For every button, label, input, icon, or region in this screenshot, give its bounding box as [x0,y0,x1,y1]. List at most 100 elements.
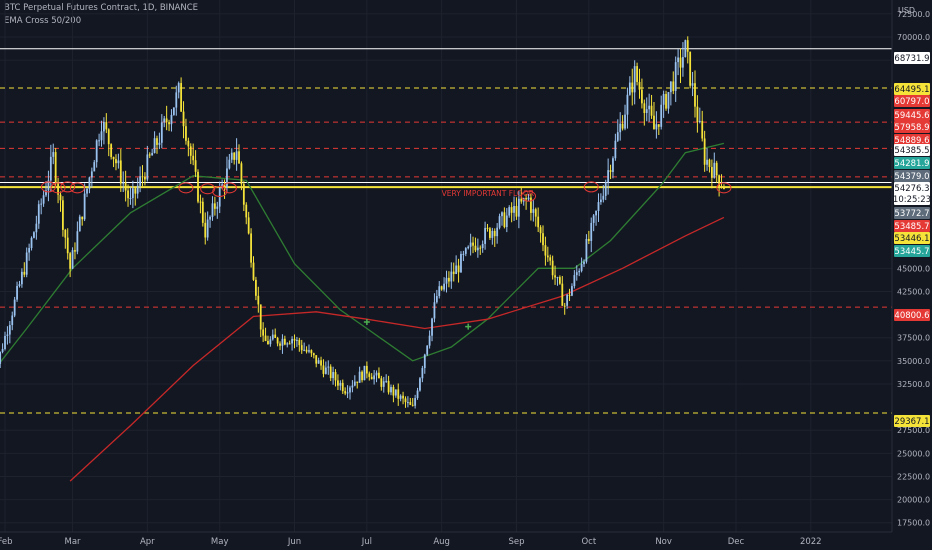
indicator-label[interactable]: EMA Cross 50/200 [4,16,82,26]
candle-down [563,305,566,307]
candle-up [445,277,448,284]
candle-down [242,184,245,205]
ema-cross-marker [363,318,370,325]
price-label-text: 54385.5 [894,146,929,156]
price-label-text: 54379.0 [894,172,929,182]
candle-down [689,51,692,86]
candle-down [141,176,144,178]
candle-up [52,152,55,157]
candle-up [175,92,178,108]
candle-down [189,146,192,156]
candle-up [662,94,665,105]
candle-down [247,217,250,234]
candle-up [324,367,327,374]
candle-up [327,366,330,368]
candle-down [525,198,528,200]
candle-up [16,286,18,300]
candle-up [146,154,149,180]
candle-down [223,184,226,188]
candle-up [607,170,610,183]
price-label-bg [894,232,930,244]
time-tick-label: Mar [65,537,82,547]
candle-up [691,83,694,86]
candle-up [571,286,573,296]
candle-down [185,126,187,141]
candle-down [380,378,383,387]
price-label-text: 54276.3 [894,184,929,194]
candle-up [163,118,166,123]
candle-down [105,121,108,130]
price-label-bg [894,193,930,205]
candle-down [329,366,332,379]
candle-up [532,209,535,213]
candle-down [546,255,549,258]
time-tick-label: May [211,537,229,547]
candle-down [180,83,183,112]
candle-up [172,107,175,115]
candle-up [648,105,651,110]
candle-down [515,205,518,217]
candle-up [20,271,23,285]
candle-up [443,283,445,290]
candle-up [614,140,617,159]
candle-down [64,229,67,238]
candle-down [341,382,344,392]
candle-up [645,109,648,114]
price-tick-label: 45000.0 [897,264,930,273]
candle-up [86,188,88,194]
candle-down [62,200,64,230]
candle-down [298,339,301,346]
price-tick-label: 20000.0 [897,496,930,505]
candle-up [706,159,708,165]
time-tick-label: Dec [728,537,745,547]
candle-up [419,378,421,391]
candle-up [373,375,376,380]
time-tick-label: Jul [361,537,372,547]
candle-up [505,215,508,228]
candle-up [655,124,658,130]
circle-annotation [178,182,194,194]
candle-down [387,380,390,393]
candle-up [595,210,597,216]
candle-down [404,398,407,403]
candle-down [643,103,646,114]
candle-down [59,194,62,201]
price-label-text: 60797.0 [894,97,929,107]
candle-down [192,155,195,161]
candle-up [33,232,35,238]
price-label-text: 29367.1 [894,417,929,427]
candle-down [144,176,146,180]
time-axis[interactable]: Feb Mar Apr May Jun Jul Aug Sep Oct Nov Dec 2022 [0,537,822,547]
price-label-bg [894,170,930,182]
candle-up [399,395,402,399]
candle-down [368,373,371,377]
circle-annotation [221,182,237,194]
price-label-text: 57958.9 [894,123,929,133]
candle-up [556,277,559,279]
candle-up [286,343,289,345]
candle-up [206,219,209,238]
price-tick-label: 17500.0 [897,519,930,528]
candle-down [448,277,450,282]
candle-up [1,349,4,352]
candle-down [250,233,252,263]
candle-up [496,227,499,237]
candle-up [469,242,472,247]
candle-up [421,368,424,379]
circle-annotation [40,181,56,193]
candle-up [339,382,342,386]
candle-up [462,253,465,255]
candle-up [476,247,479,251]
candle-up [626,94,629,115]
candle-up [363,365,366,381]
candle-up [25,252,28,275]
time-tick-label: 2022 [800,537,822,547]
time-tick-label: Jun [287,537,301,547]
candle-down [182,111,185,127]
candle-down [334,372,337,381]
candle-down [257,295,260,305]
price-label-text: 53445.7 [894,247,929,257]
candle-up [71,250,74,269]
annotation-text: VERY IMPORTANT FLOOR [442,189,534,198]
